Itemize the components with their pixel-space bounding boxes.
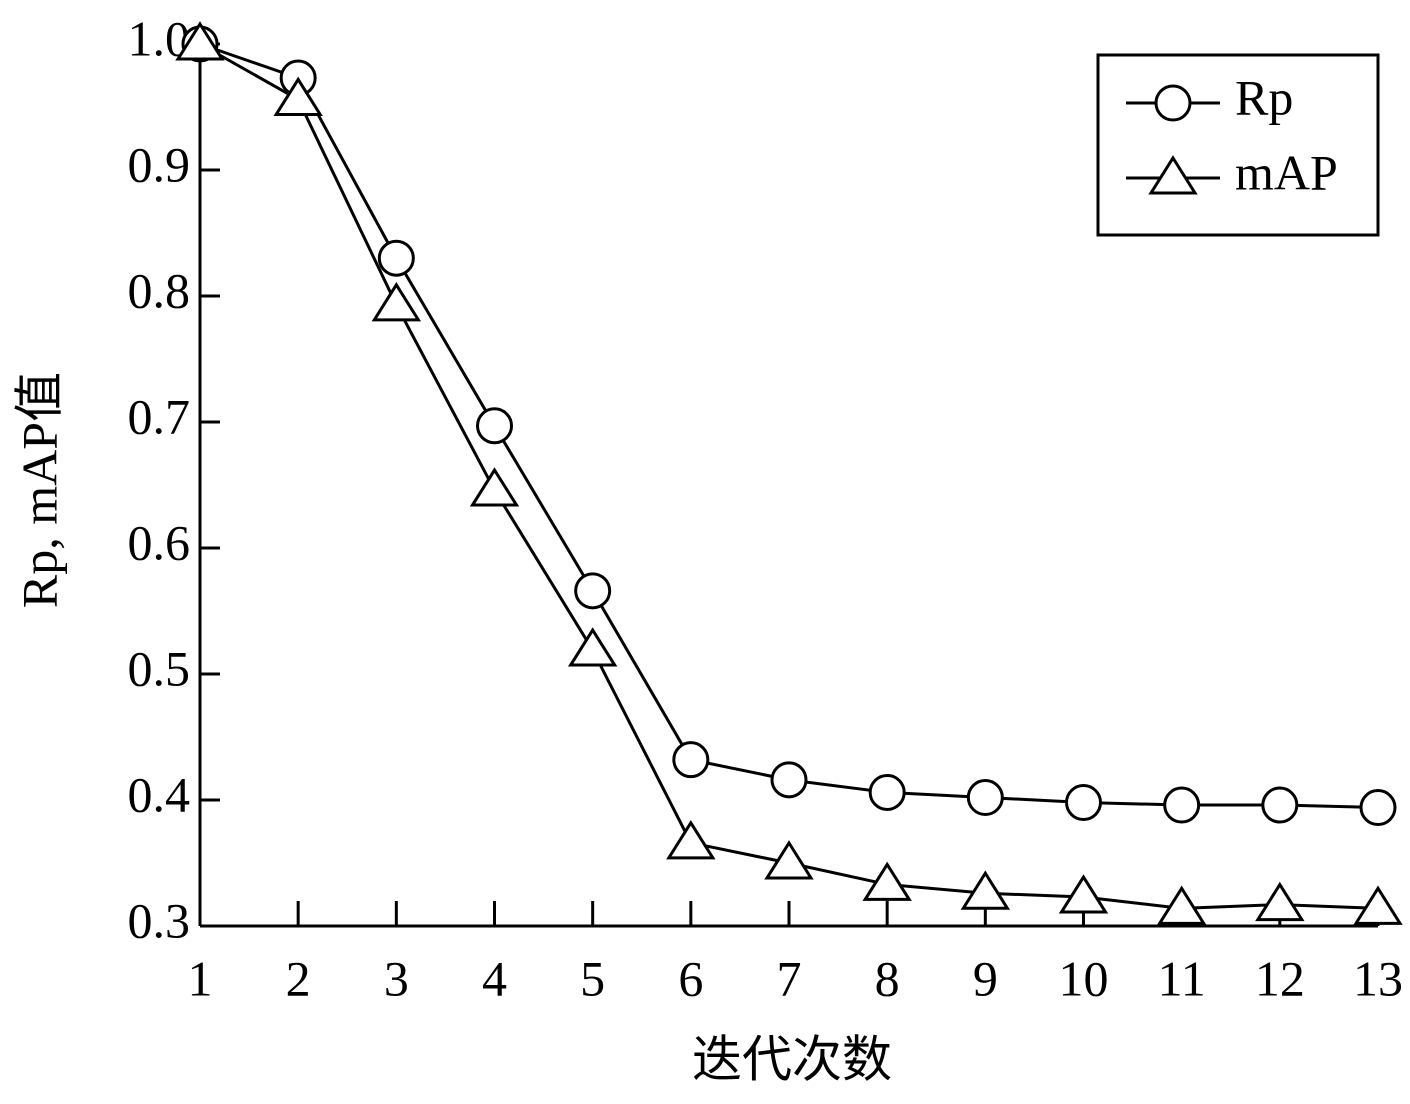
x-tick-label: 5	[580, 950, 605, 1006]
data-point	[175, 21, 225, 61]
data-point	[1359, 789, 1397, 827]
legend-label: Rp	[1235, 69, 1293, 125]
legend-marker	[1148, 155, 1198, 195]
data-point	[476, 407, 513, 445]
data-point	[371, 282, 422, 322]
data-point	[966, 778, 1004, 816]
x-tick-label: 12	[1255, 950, 1305, 1006]
data-point	[868, 773, 906, 811]
data-point	[1261, 786, 1299, 824]
data-point	[1156, 885, 1207, 925]
y-tick-label: 0.6	[128, 514, 191, 570]
legend-box	[1096, 53, 1380, 237]
data-point	[567, 627, 618, 667]
data-point	[1058, 874, 1109, 914]
data-point	[1065, 784, 1102, 822]
y-tick-label: 0.8	[128, 262, 191, 318]
data-point	[960, 870, 1011, 910]
legend-marker	[1154, 84, 1192, 122]
data-point	[1163, 786, 1201, 824]
x-tick-label: 2	[286, 950, 311, 1006]
y-tick-label: 0.7	[128, 388, 191, 444]
x-tick-label: 11	[1158, 950, 1206, 1006]
y-tick-label: 0.4	[128, 766, 191, 822]
data-point	[764, 840, 814, 880]
x-tick-label: 3	[384, 950, 409, 1006]
x-tick-label: 4	[482, 950, 507, 1006]
data-point	[672, 741, 710, 779]
data-point	[574, 572, 612, 610]
x-tick-label: 7	[777, 950, 802, 1006]
data-point	[770, 761, 808, 799]
x-tick-label: 13	[1353, 950, 1403, 1006]
data-point	[1353, 885, 1403, 925]
x-tick-label: 8	[875, 950, 900, 1006]
x-axis-label: 迭代次数	[692, 1031, 892, 1087]
data-point	[377, 239, 415, 277]
data-point	[469, 467, 520, 507]
data-point	[273, 76, 323, 116]
y-tick-label: 0.5	[128, 640, 191, 696]
data-point	[666, 820, 716, 860]
x-tick-label: 1	[188, 950, 213, 1006]
x-tick-label: 6	[678, 950, 703, 1006]
data-point	[862, 861, 912, 901]
data-point	[1255, 881, 1305, 922]
legend-label: mAP	[1235, 144, 1338, 200]
x-tick-label: 9	[973, 950, 998, 1006]
y-tick-label: 0.9	[128, 136, 191, 192]
y-axis-label: Rp, mAP值	[11, 372, 67, 608]
y-tick-label: 0.3	[128, 892, 191, 948]
x-tick-label: 10	[1059, 950, 1109, 1006]
